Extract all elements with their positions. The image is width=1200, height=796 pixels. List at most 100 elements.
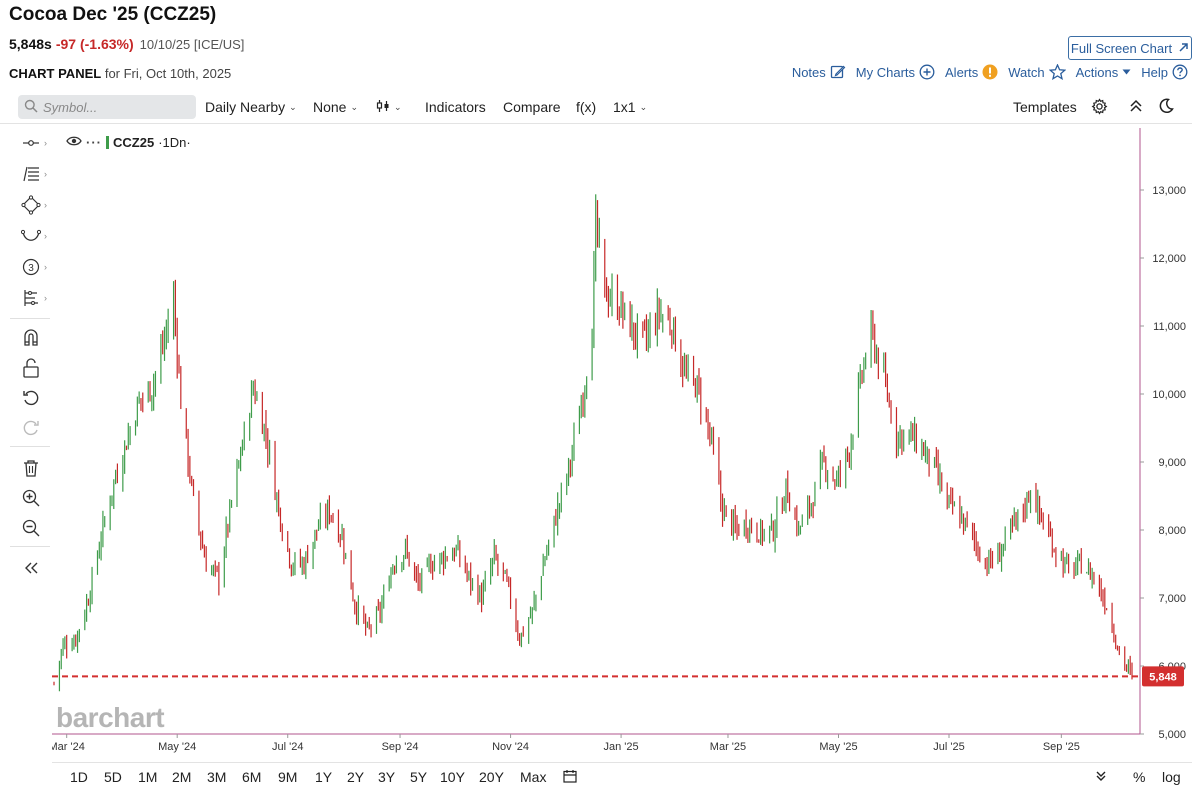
alerts-button[interactable]: Alerts (945, 64, 998, 80)
unlock-icon[interactable] (20, 357, 42, 379)
magnet-icon[interactable] (20, 326, 42, 348)
settings-gear-icon[interactable] (1091, 98, 1108, 115)
function-button[interactable]: f(x) (576, 99, 597, 115)
range-3m[interactable]: 3M (207, 769, 227, 785)
eye-icon[interactable] (66, 135, 82, 150)
chart-type-dropdown[interactable]: ⌄ (376, 99, 402, 116)
chevron-right-icon: › (44, 293, 47, 303)
chart-canvas[interactable]: 5,0006,0007,0008,0009,00010,00011,00012,… (52, 128, 1192, 764)
chart-panel-date: for Fri, Oct 10th, 2025 (104, 66, 232, 81)
range-9m[interactable]: 9M (278, 769, 298, 785)
x-tick-label: Nov '24 (492, 741, 529, 753)
trash-icon[interactable] (20, 457, 42, 479)
actions-menu[interactable]: Actions (1076, 65, 1132, 80)
shape-tool-icon[interactable] (20, 194, 42, 216)
indicators-button[interactable]: Indicators (425, 99, 486, 115)
quote-meta: 10/10/25 [ICE/US] (139, 37, 245, 52)
actions-label: Actions (1075, 64, 1119, 80)
layout-label: 1x1 (613, 99, 636, 115)
y-tick-label: 8,000 (1158, 525, 1186, 537)
undo-icon[interactable] (20, 387, 42, 409)
y-tick-label: 13,000 (1152, 185, 1186, 197)
my-charts-button[interactable]: My Charts (856, 64, 935, 80)
y-tick-label: 9,000 (1158, 457, 1186, 469)
chevron-right-icon: › (44, 169, 47, 179)
more-options-icon[interactable]: ··· (86, 135, 102, 150)
chart-actions: Notes My Charts Alerts Watch Actions Hel… (792, 64, 1188, 80)
edit-note-icon (830, 64, 846, 80)
x-tick-label: Jul '24 (272, 741, 303, 753)
dark-mode-moon-icon[interactable] (1158, 98, 1174, 114)
help-label: Help (1141, 64, 1168, 80)
instrument-title: Cocoa Dec '25 (CCZ25) (9, 4, 217, 25)
x-tick-label: May '24 (158, 741, 196, 753)
compare-button[interactable]: Compare (503, 99, 561, 115)
zoom-out-icon[interactable] (20, 517, 42, 539)
curve-tool-icon[interactable] (20, 225, 42, 247)
chevron-down-icon: ⌄ (394, 102, 402, 112)
symbol-search-input[interactable]: Symbol... (18, 95, 196, 119)
question-circle-icon (1172, 64, 1188, 80)
my-charts-label: My Charts (855, 64, 916, 80)
range-1d[interactable]: 1D (70, 769, 88, 785)
toolbar-divider (10, 446, 50, 447)
overlay-dropdown[interactable]: None ⌄ (313, 99, 358, 115)
y-tick-label: 11,000 (1153, 321, 1186, 333)
last-price: 5,848s (9, 36, 52, 52)
range-2y[interactable]: 2Y (347, 769, 365, 785)
chevron-down-icon: ⌄ (639, 101, 648, 112)
symbol-search-placeholder: Symbol... (43, 99, 98, 115)
notes-label: Notes (791, 64, 826, 80)
period-dropdown[interactable]: Daily Nearby ⌄ (205, 99, 297, 115)
watch-button[interactable]: Watch (1008, 64, 1066, 80)
fibonacci-tool-icon[interactable] (20, 163, 42, 185)
x-tick-label: May '25 (819, 741, 857, 753)
line-tool-icon[interactable] (20, 132, 42, 154)
chevron-down-icon: ⌄ (350, 101, 359, 112)
chevron-right-icon: › (44, 138, 47, 148)
range-6m[interactable]: 6M (242, 769, 262, 785)
quote-line: 5,848s -97 (-1.63%) 10/10/25 [ICE/US] (9, 36, 244, 52)
annotation-number-icon[interactable]: 3 (20, 256, 42, 278)
double-chevron-down-icon[interactable] (1095, 769, 1107, 785)
range-20y[interactable]: 20Y (479, 769, 504, 785)
overlay-label: None (313, 99, 347, 115)
percent-scale-toggle[interactable]: % (1133, 769, 1146, 785)
last-price-label: 5,848 (1149, 671, 1177, 683)
range-10y[interactable]: 10Y (440, 769, 465, 785)
range-5d[interactable]: 5D (104, 769, 122, 785)
log-scale-toggle[interactable]: log (1162, 769, 1181, 785)
alerts-label: Alerts (945, 64, 979, 80)
barchart-watermark: barchart (56, 702, 165, 733)
legend-interval: ·1Dn· (158, 135, 191, 150)
period-label: Daily Nearby (205, 99, 286, 115)
range-5y[interactable]: 5Y (410, 769, 428, 785)
plus-circle-icon (919, 64, 935, 80)
range-1y[interactable]: 1Y (315, 769, 333, 785)
zoom-in-icon[interactable] (20, 487, 42, 509)
chart-legend: ··· CCZ25 ·1Dn· (66, 135, 191, 150)
collapse-chevrons-icon[interactable] (1129, 99, 1143, 113)
notes-button[interactable]: Notes (792, 64, 846, 80)
chart-panel-title: CHART PANEL (9, 66, 102, 81)
redo-icon[interactable] (20, 417, 42, 439)
calendar-icon[interactable] (563, 769, 577, 786)
x-tick-label: Jul '25 (933, 741, 964, 753)
collapse-sidebar-icon[interactable] (20, 557, 42, 579)
y-tick-label: 5,000 (1158, 729, 1186, 741)
price-change: -97 (-1.63%) (55, 36, 134, 52)
x-tick-label: Mar '25 (710, 741, 746, 753)
help-button[interactable]: Help (1141, 64, 1188, 80)
price-chart[interactable]: 5,0006,0007,0008,0009,00010,00011,00012,… (52, 128, 1192, 764)
x-tick-label: Jan '25 (604, 741, 639, 753)
full-screen-chart-button[interactable]: Full Screen Chart (1068, 36, 1192, 60)
range-2m[interactable]: 2M (172, 769, 192, 785)
measure-tool-icon[interactable] (20, 287, 42, 309)
templates-button[interactable]: Templates (1013, 99, 1077, 115)
range-3y[interactable]: 3Y (378, 769, 396, 785)
watch-label: Watch (1008, 64, 1045, 80)
layout-dropdown[interactable]: 1x1 ⌄ (613, 99, 647, 115)
range-max[interactable]: Max (520, 769, 547, 785)
svg-text:3: 3 (28, 263, 34, 274)
range-1m[interactable]: 1M (138, 769, 158, 785)
